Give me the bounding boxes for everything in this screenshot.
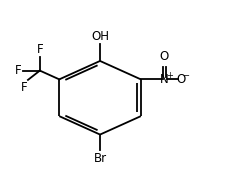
Text: N: N	[160, 73, 169, 86]
Text: −: −	[183, 71, 190, 80]
Text: F: F	[20, 81, 27, 94]
Text: F: F	[37, 43, 43, 56]
Text: Br: Br	[94, 152, 107, 165]
Text: O: O	[177, 73, 186, 86]
Text: OH: OH	[91, 30, 109, 43]
Text: +: +	[166, 71, 173, 80]
Text: O: O	[160, 50, 169, 63]
Text: F: F	[15, 64, 22, 77]
